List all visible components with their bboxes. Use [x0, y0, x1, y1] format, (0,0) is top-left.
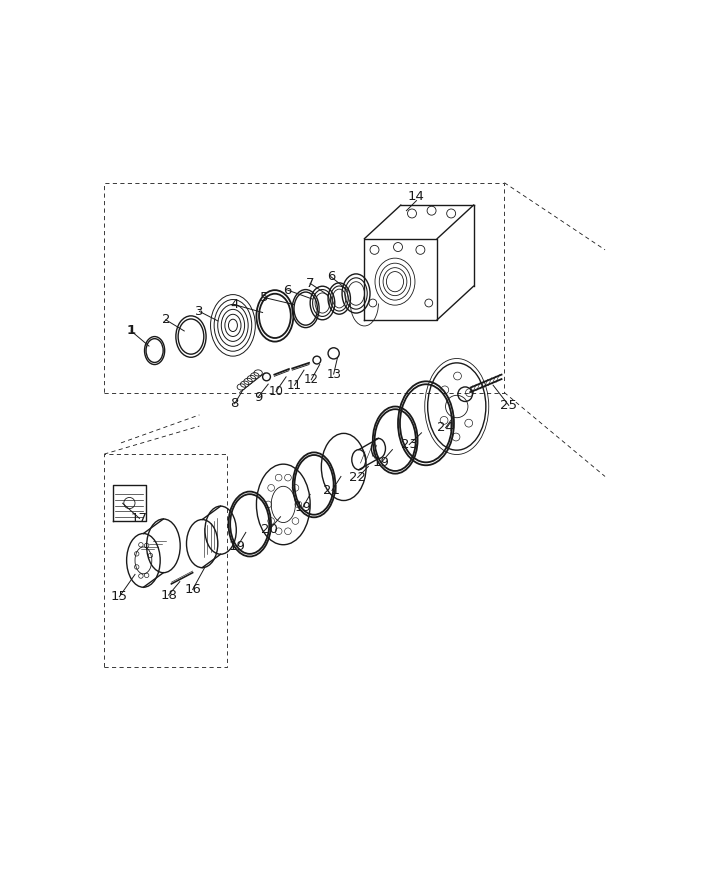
Text: 21: 21 [323, 484, 341, 497]
Text: 2: 2 [162, 313, 170, 326]
Text: 19: 19 [229, 540, 246, 553]
Text: 19: 19 [373, 456, 390, 469]
Text: 18: 18 [160, 588, 177, 602]
Text: 24: 24 [437, 421, 454, 434]
Text: 15: 15 [111, 590, 128, 603]
Text: 8: 8 [230, 397, 239, 410]
Text: 9: 9 [254, 390, 262, 403]
Text: 4: 4 [230, 298, 239, 311]
Text: 25: 25 [500, 399, 517, 412]
Text: 22: 22 [349, 471, 366, 484]
Text: 20: 20 [261, 523, 278, 536]
Text: 3: 3 [195, 305, 204, 317]
Text: 1: 1 [126, 324, 136, 338]
Text: 13: 13 [326, 367, 341, 381]
Text: 23: 23 [401, 438, 418, 451]
Text: 16: 16 [184, 583, 201, 596]
Text: 6: 6 [326, 270, 335, 283]
Text: 10: 10 [269, 385, 284, 398]
Text: 12: 12 [304, 373, 319, 386]
Text: 19: 19 [295, 501, 311, 514]
Text: 14: 14 [408, 190, 425, 203]
Text: 6: 6 [284, 283, 292, 296]
Text: 17: 17 [131, 512, 148, 525]
Text: 5: 5 [259, 291, 268, 304]
Text: 7: 7 [306, 277, 314, 290]
Text: 11: 11 [287, 379, 302, 392]
